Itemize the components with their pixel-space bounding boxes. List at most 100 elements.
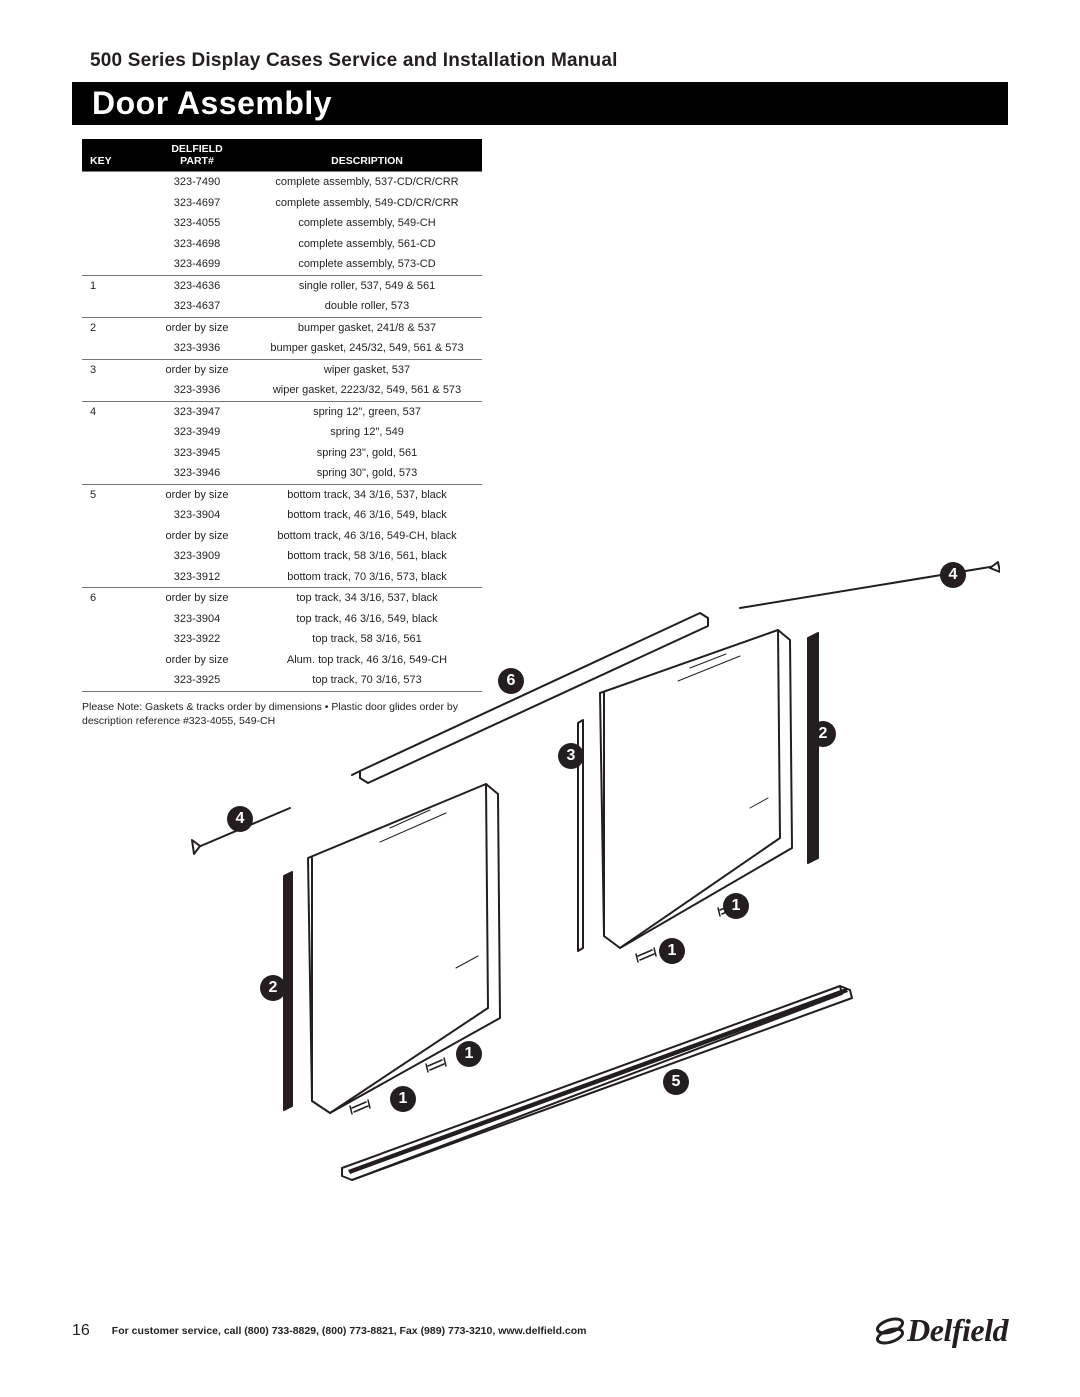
cell-part: 323-7490 — [142, 172, 252, 193]
diagram-callout-2: 2 — [810, 721, 836, 747]
table-row: 323-3945spring 23", gold, 561 — [82, 443, 482, 464]
cell-key — [82, 172, 142, 193]
diagram-callout-2: 2 — [260, 975, 286, 1001]
footer-contact-text: For customer service, call (800) 733-882… — [112, 1325, 587, 1337]
cell-key: 5 — [82, 484, 142, 505]
cell-key — [82, 650, 142, 671]
cell-key — [82, 526, 142, 547]
cell-desc: bottom track, 34 3/16, 537, black — [252, 484, 482, 505]
cell-key — [82, 463, 142, 484]
cell-part: 323-3945 — [142, 443, 252, 464]
diagram-callout-4: 4 — [940, 562, 966, 588]
cell-part: order by size — [142, 359, 252, 380]
cell-key: 1 — [82, 275, 142, 296]
cell-part: 323-3949 — [142, 422, 252, 443]
diagram-callout-1: 1 — [456, 1041, 482, 1067]
table-row: 323-3936bumper gasket, 245/32, 549, 561 … — [82, 338, 482, 359]
cell-desc: double roller, 573 — [252, 296, 482, 317]
cell-desc: complete assembly, 561-CD — [252, 234, 482, 255]
table-row: 5order by sizebottom track, 34 3/16, 537… — [82, 484, 482, 505]
cell-part: 323-4055 — [142, 213, 252, 234]
cell-desc: spring 12", green, 537 — [252, 401, 482, 422]
table-row: 4323-3947spring 12", green, 537 — [82, 401, 482, 422]
cell-part: 323-3947 — [142, 401, 252, 422]
diagram-callout-1: 1 — [390, 1086, 416, 1112]
cell-part: 323-3946 — [142, 463, 252, 484]
cell-key: 4 — [82, 401, 142, 422]
cell-desc: bottom track, 46 3/16, 549, black — [252, 505, 482, 526]
diagram-callout-1: 1 — [659, 938, 685, 964]
cell-part: 323-4636 — [142, 275, 252, 296]
cell-key — [82, 546, 142, 567]
section-title: Door Assembly — [92, 85, 332, 121]
diagram-callout-1: 1 — [723, 893, 749, 919]
cell-key — [82, 609, 142, 630]
cell-desc: complete assembly, 573-CD — [252, 254, 482, 275]
cell-part: 323-4698 — [142, 234, 252, 255]
cell-part: 323-4697 — [142, 193, 252, 214]
table-row: 323-4699complete assembly, 573-CD — [82, 254, 482, 275]
cell-part: 323-3936 — [142, 338, 252, 359]
cell-desc: bottom track, 46 3/16, 549-CH, black — [252, 526, 482, 547]
manual-title: 500 Series Display Cases Service and Ins… — [72, 50, 1008, 72]
cell-part: 323-4699 — [142, 254, 252, 275]
cell-part: order by size — [142, 484, 252, 505]
cell-key — [82, 629, 142, 650]
delfield-logo: Delfield — [875, 1312, 1008, 1349]
table-row: 323-3904bottom track, 46 3/16, 549, blac… — [82, 505, 482, 526]
cell-key — [82, 234, 142, 255]
cell-part: 323-3936 — [142, 380, 252, 401]
cell-desc: single roller, 537, 549 & 561 — [252, 275, 482, 296]
diagram-callout-3: 3 — [558, 743, 584, 769]
table-row: 323-4055complete assembly, 549-CH — [82, 213, 482, 234]
cell-part: 323-3904 — [142, 505, 252, 526]
table-row: 1323-4636single roller, 537, 549 & 561 — [82, 275, 482, 296]
table-row: 3order by sizewiper gasket, 537 — [82, 359, 482, 380]
cell-key — [82, 380, 142, 401]
table-row: 2order by sizebumper gasket, 241/8 & 537 — [82, 317, 482, 338]
table-row: 323-3949spring 12", 549 — [82, 422, 482, 443]
cell-key — [82, 443, 142, 464]
cell-desc: complete assembly, 537-CD/CR/CRR — [252, 172, 482, 193]
section-heading-bar: Door Assembly — [72, 82, 1008, 125]
cell-desc: spring 12", 549 — [252, 422, 482, 443]
cell-key — [82, 338, 142, 359]
table-row: 323-4637double roller, 573 — [82, 296, 482, 317]
cell-key — [82, 213, 142, 234]
cell-key — [82, 296, 142, 317]
cell-part: order by size — [142, 317, 252, 338]
exploded-diagram: 6 4 3 2 4 1 1 2 1 5 1 — [160, 548, 1000, 1188]
cell-part: order by size — [142, 526, 252, 547]
page-number: 16 — [72, 1322, 90, 1340]
cell-desc: wiper gasket, 2223/32, 549, 561 & 573 — [252, 380, 482, 401]
page-footer: 16 For customer service, call (800) 733-… — [72, 1312, 1008, 1349]
cell-key — [82, 422, 142, 443]
cell-desc: spring 23", gold, 561 — [252, 443, 482, 464]
th-key: KEY — [82, 139, 142, 172]
cell-part: 323-4637 — [142, 296, 252, 317]
table-row: 323-4697complete assembly, 549-CD/CR/CRR — [82, 193, 482, 214]
table-row: 323-3946spring 30", gold, 573 — [82, 463, 482, 484]
cell-desc: bumper gasket, 245/32, 549, 561 & 573 — [252, 338, 482, 359]
cell-key: 2 — [82, 317, 142, 338]
table-row: 323-3936wiper gasket, 2223/32, 549, 561 … — [82, 380, 482, 401]
cell-key — [82, 505, 142, 526]
th-desc: DESCRIPTION — [252, 139, 482, 172]
cell-desc: complete assembly, 549-CD/CR/CRR — [252, 193, 482, 214]
table-row: 323-4698complete assembly, 561-CD — [82, 234, 482, 255]
diagram-callout-6: 6 — [498, 668, 524, 694]
cell-desc: bumper gasket, 241/8 & 537 — [252, 317, 482, 338]
cell-key: 3 — [82, 359, 142, 380]
table-row: order by sizebottom track, 46 3/16, 549-… — [82, 526, 482, 547]
cell-desc: wiper gasket, 537 — [252, 359, 482, 380]
cell-desc: complete assembly, 549-CH — [252, 213, 482, 234]
cell-key: 6 — [82, 588, 142, 609]
diagram-callout-4: 4 — [227, 806, 253, 832]
table-row: 323-7490complete assembly, 537-CD/CR/CRR — [82, 172, 482, 193]
cell-key — [82, 567, 142, 588]
cell-desc: spring 30", gold, 573 — [252, 463, 482, 484]
cell-key — [82, 254, 142, 275]
logo-text: Delfield — [907, 1312, 1008, 1349]
cell-key — [82, 670, 142, 691]
diagram-callout-5: 5 — [663, 1069, 689, 1095]
